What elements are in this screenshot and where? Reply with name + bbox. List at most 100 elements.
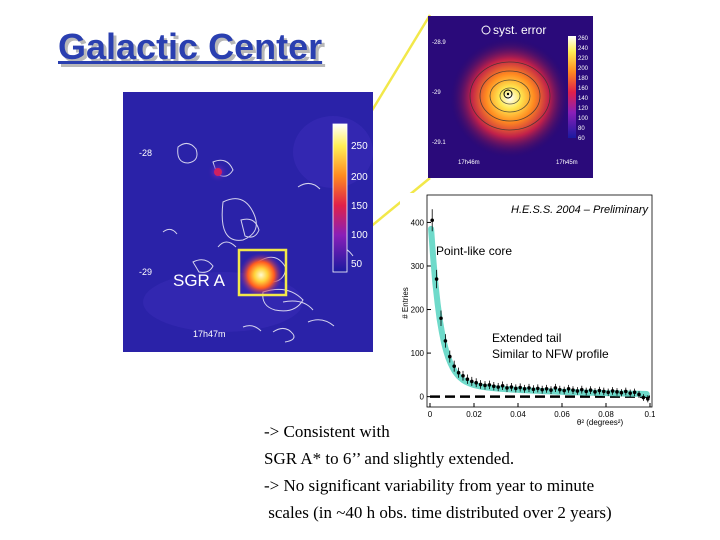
y-tick-label: 100 — [411, 349, 425, 358]
page-title: Galactic Center — [58, 26, 323, 67]
colorbar-tick: 250 — [351, 141, 368, 152]
data-point — [584, 389, 588, 394]
data-point — [536, 386, 540, 391]
y-tick-label: 400 — [411, 218, 425, 227]
data-point — [588, 388, 593, 392]
dec-tick: -28 — [139, 148, 152, 158]
x-axis-label: θ² (degrees²) — [577, 418, 624, 427]
data-point — [602, 389, 606, 394]
data-point — [619, 390, 624, 395]
data-point — [571, 388, 575, 392]
data-point — [544, 387, 549, 391]
x-tick-label: 0 — [428, 410, 433, 419]
data-point — [646, 397, 650, 401]
y-tick-label: 300 — [411, 262, 425, 271]
x-tick-label: 0.04 — [510, 410, 526, 419]
zoom-legend: syst. error — [493, 23, 546, 37]
data-point — [597, 388, 602, 393]
data-point — [522, 387, 527, 391]
x-tick-label: 0.06 — [554, 410, 570, 419]
dec-tick: -29 — [139, 267, 152, 277]
data-point — [580, 387, 584, 392]
data-point — [456, 370, 461, 375]
conclusion-line: -> Consistent with — [264, 422, 390, 441]
colorbar-tick: 260 — [578, 36, 589, 42]
colorbar-tick: 140 — [578, 96, 589, 102]
annotation-tail-sub: Similar to NFW profile — [492, 347, 609, 361]
data-point — [505, 386, 509, 390]
sgr-a-highlight-box — [237, 248, 288, 297]
data-point — [632, 390, 637, 395]
colorbar-tick: 100 — [578, 116, 589, 122]
plot-frame — [426, 194, 653, 408]
data-point — [452, 364, 456, 368]
data-point — [575, 389, 580, 393]
data-point — [593, 390, 597, 394]
conclusion-line: scales (in ~40 h obs. time distributed o… — [264, 503, 612, 522]
source-label: SGR A — [173, 271, 226, 290]
data-point — [610, 389, 615, 393]
data-point — [461, 373, 465, 378]
annotation-tail: Extended tail — [492, 331, 561, 345]
colorbar-tick: 200 — [578, 66, 589, 72]
dec-tick: -28.9 — [432, 40, 446, 46]
data-point — [487, 383, 492, 387]
data-point — [514, 386, 518, 391]
data-point — [465, 377, 470, 382]
conclusion-line: SGR A* to 6’’ and slightly extended. — [264, 449, 515, 468]
data-point — [434, 277, 439, 281]
data-point — [549, 388, 553, 392]
ra-tick: 17h45m — [556, 160, 578, 166]
colorbar-tick: 60 — [578, 136, 585, 142]
zoom-map: 260 240 220 200 180 160 140 120 100 80 6… — [428, 16, 593, 178]
colorbar-tick: 100 — [351, 230, 368, 241]
data-point — [483, 383, 487, 388]
colorbar-tick: 200 — [351, 172, 368, 183]
colorbar-tick: 50 — [351, 259, 363, 270]
data-point — [439, 316, 443, 321]
conclusion-line: -> No significant variability from year … — [264, 476, 595, 495]
data-point — [478, 382, 483, 387]
colorbar-tick: 220 — [578, 56, 589, 62]
ra-tick: 17h46m — [458, 160, 480, 166]
colorbar-tick: 180 — [578, 76, 589, 82]
y-tick-label: 0 — [420, 393, 425, 402]
data-point — [566, 387, 571, 391]
data-point — [606, 390, 610, 395]
colorbar-tick: 150 — [351, 201, 368, 212]
data-point — [637, 392, 641, 397]
colorbar-tick: 240 — [578, 46, 589, 52]
data-point — [500, 383, 505, 388]
data-point — [527, 386, 531, 390]
data-point — [628, 391, 632, 395]
colorbar — [332, 123, 348, 273]
dec-tick: -29.1 — [432, 140, 446, 146]
x-tick-label: 0.02 — [466, 410, 482, 419]
data-point — [448, 354, 452, 359]
data-point — [540, 387, 544, 392]
sky-map: 250 200 150 100 50 -28 -29 17h47m SGR A — [123, 92, 373, 352]
y-tick-label: 200 — [411, 306, 425, 315]
data-point — [430, 218, 434, 223]
conclusions-text: -> Consistent with SGR A* to 6’’ and sli… — [264, 418, 612, 526]
colorbar-tick: 160 — [578, 86, 589, 92]
data-point — [624, 389, 628, 394]
x-tick-label: 0.1 — [644, 410, 655, 419]
colorbar-tick: 120 — [578, 106, 589, 112]
data-point — [474, 380, 478, 385]
data-point — [518, 385, 522, 390]
theta2-histogram: H.E.S.S. 2004 – Preliminary # Entries θ²… — [400, 193, 655, 428]
data-point — [553, 386, 558, 390]
annotation-core: Point-like core — [436, 244, 512, 258]
data-point — [641, 395, 646, 400]
x-tick-label: 0.08 — [598, 410, 614, 419]
data-point — [531, 387, 536, 392]
colorbar-tick: 80 — [578, 126, 585, 132]
data-point — [558, 387, 562, 392]
data-point — [492, 384, 496, 388]
circle-icon — [481, 25, 491, 35]
data-point — [470, 379, 474, 384]
data-point — [562, 388, 566, 393]
data-point — [615, 390, 619, 394]
ra-tick: 17h47m — [193, 329, 226, 339]
